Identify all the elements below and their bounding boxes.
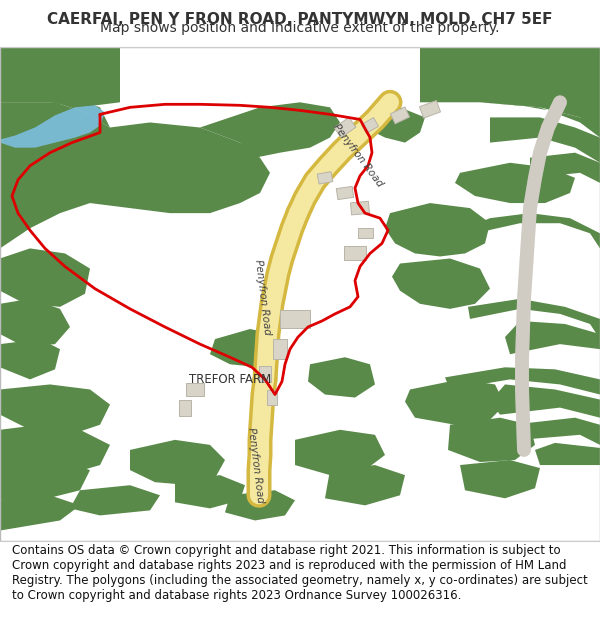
Polygon shape: [179, 399, 191, 416]
Polygon shape: [358, 228, 373, 238]
Text: CAERFAI, PEN Y FRON ROAD, PANTYMWYN, MOLD, CH7 5EF: CAERFAI, PEN Y FRON ROAD, PANTYMWYN, MOL…: [47, 12, 553, 27]
Polygon shape: [460, 460, 540, 498]
Text: Map shows position and indicative extent of the property.: Map shows position and indicative extent…: [100, 21, 500, 35]
Polygon shape: [210, 329, 280, 367]
Polygon shape: [130, 440, 225, 485]
Polygon shape: [0, 495, 80, 531]
Polygon shape: [267, 391, 277, 404]
Polygon shape: [535, 443, 600, 465]
Polygon shape: [392, 259, 490, 309]
Polygon shape: [334, 118, 356, 138]
Polygon shape: [391, 107, 410, 124]
Polygon shape: [70, 485, 160, 516]
Polygon shape: [0, 106, 105, 148]
Polygon shape: [0, 92, 110, 128]
Polygon shape: [225, 490, 295, 521]
Polygon shape: [0, 47, 120, 108]
Polygon shape: [308, 357, 375, 398]
Polygon shape: [419, 101, 440, 118]
Polygon shape: [0, 248, 90, 307]
Text: Contains OS data © Crown copyright and database right 2021. This information is : Contains OS data © Crown copyright and d…: [12, 544, 588, 602]
Polygon shape: [350, 201, 370, 215]
Polygon shape: [325, 465, 405, 506]
Polygon shape: [259, 366, 271, 382]
Polygon shape: [365, 107, 425, 142]
Polygon shape: [317, 172, 333, 184]
Polygon shape: [515, 418, 600, 445]
Text: TREFOR FARM: TREFOR FARM: [189, 373, 271, 386]
Polygon shape: [361, 118, 379, 133]
Text: Penyfron Road: Penyfron Road: [331, 122, 385, 189]
Polygon shape: [405, 379, 505, 425]
Polygon shape: [480, 102, 600, 138]
Polygon shape: [505, 321, 600, 354]
Polygon shape: [385, 203, 490, 256]
Polygon shape: [200, 102, 340, 158]
Polygon shape: [455, 162, 575, 203]
Polygon shape: [337, 186, 353, 199]
Polygon shape: [0, 384, 110, 435]
Polygon shape: [490, 384, 600, 418]
Polygon shape: [175, 475, 245, 508]
Polygon shape: [0, 102, 270, 248]
Polygon shape: [186, 383, 204, 396]
Polygon shape: [468, 299, 600, 339]
Polygon shape: [0, 339, 60, 379]
Polygon shape: [420, 47, 600, 128]
Polygon shape: [0, 425, 110, 475]
Text: Penyfron Road: Penyfron Road: [247, 427, 266, 504]
Polygon shape: [530, 152, 600, 183]
Polygon shape: [295, 430, 385, 475]
Polygon shape: [445, 368, 600, 394]
Polygon shape: [273, 339, 287, 359]
Polygon shape: [490, 118, 600, 162]
Polygon shape: [0, 460, 90, 501]
Polygon shape: [448, 418, 535, 462]
Polygon shape: [280, 310, 310, 328]
Polygon shape: [344, 246, 366, 261]
Polygon shape: [0, 299, 70, 347]
Polygon shape: [465, 213, 600, 248]
Text: Penyfron Road: Penyfron Road: [253, 258, 272, 335]
